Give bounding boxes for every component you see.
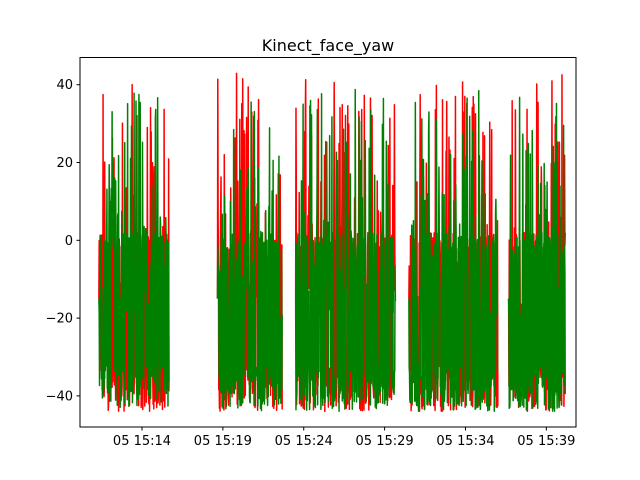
series-group — [98, 72, 566, 413]
y-tick-label-0: −40 — [46, 389, 73, 404]
x-tick-label-1: 05 15:19 — [194, 434, 252, 449]
series-1-segment-3 — [408, 89, 499, 413]
y-axis: −40 −20 0 20 40 — [46, 78, 80, 404]
x-tick-label-5: 05 15:39 — [517, 434, 575, 449]
plot-frame — [79, 57, 577, 428]
y-tick-label-1: −20 — [46, 312, 73, 327]
x-tick-label-3: 05 15:29 — [356, 434, 414, 449]
y-tick-label-3: 20 — [56, 156, 73, 171]
x-tick-label-0: 05 15:14 — [113, 434, 171, 449]
x-tick-label-2: 05 15:24 — [275, 434, 333, 449]
x-axis: 05 15:14 05 15:19 05 15:24 05 15:29 05 15:34… — [113, 427, 575, 449]
series-1-segment-1 — [216, 101, 283, 412]
y-tick-label-4: 40 — [56, 78, 73, 93]
series-1-segment-0 — [98, 92, 170, 409]
series-1-segment-2 — [294, 88, 397, 412]
chart-title: Kinect_face_yaw — [262, 36, 394, 56]
series-1-segment-4 — [507, 96, 566, 413]
y-tick-label-2: 0 — [65, 234, 73, 249]
x-tick-label-4: 05 15:34 — [436, 434, 494, 449]
